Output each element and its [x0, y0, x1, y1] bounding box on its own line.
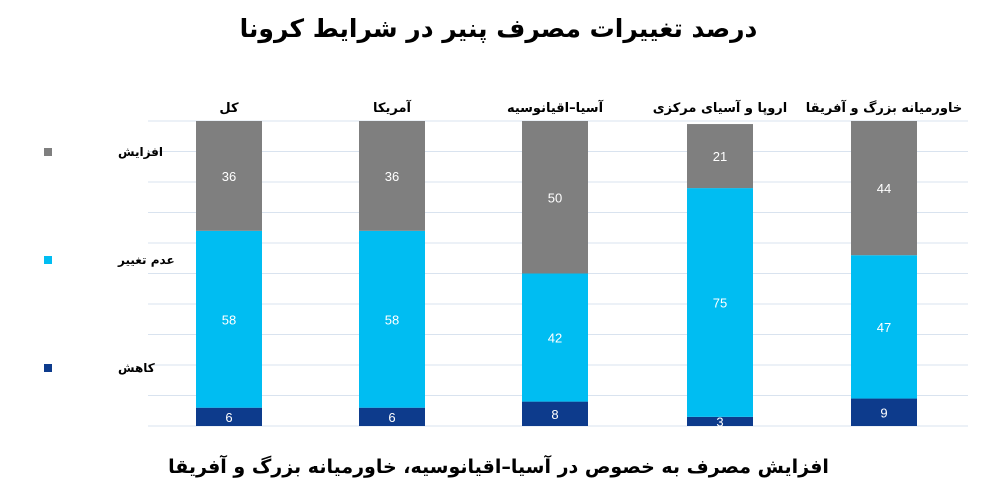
- category-labels: کل آمریکا آسیا–اقیانوسیه اروپا و آسیای مرکز…: [219, 99, 962, 116]
- bar-segment-no_change: [851, 255, 917, 399]
- data-label: 36: [385, 169, 399, 184]
- bar-segment-increase: [522, 121, 588, 274]
- legend-swatch-no_change: [44, 256, 52, 264]
- data-label: 75: [713, 295, 727, 310]
- data-label: 44: [877, 181, 891, 196]
- bar-segment-decrease: [522, 401, 588, 426]
- bars: [196, 121, 917, 426]
- bar-segment-decrease: [196, 407, 262, 426]
- data-label: 21: [713, 149, 727, 164]
- data-label: 58: [385, 312, 399, 327]
- category-label: کل: [219, 101, 239, 116]
- bar-segment-increase: [851, 121, 917, 256]
- bar-segment-decrease: [359, 407, 425, 426]
- bar-segment-increase: [687, 124, 753, 189]
- bar-segment-increase: [359, 121, 425, 231]
- legend-swatch-increase: [44, 148, 52, 156]
- category-label: اروپا و آسیای مرکزی: [653, 99, 787, 116]
- category-label: آسیا–اقیانوسیه: [507, 99, 604, 116]
- bar-segment-decrease: [687, 416, 753, 426]
- data-label: 47: [877, 320, 891, 335]
- bar-segment-increase: [196, 121, 262, 231]
- bar-segment-no_change: [522, 273, 588, 402]
- chart-title: درصد تغییرات مصرف پنیر در شرایط کرونا: [239, 14, 758, 43]
- category-label: آمریکا: [373, 99, 411, 116]
- legend-label-decrease: کاهش: [118, 361, 155, 375]
- data-label: 36: [222, 169, 236, 184]
- category-label: خاورمیانه بزرگ و آفریقا: [806, 99, 962, 116]
- data-labels: 6 58 36 6 58 36 8 42 50 3 75 21 9 47 44: [222, 149, 891, 429]
- chart-footnote: افزایش مصرف به خصوص در آسیا–اقیانوسیه، خ…: [168, 456, 829, 478]
- legend-label-no_change: عدم تغییر: [117, 253, 175, 268]
- legend: کاهش عدم تغییر افزایش: [44, 145, 175, 375]
- legend-label-increase: افزایش: [118, 145, 163, 159]
- data-label: 50: [548, 190, 562, 205]
- data-label: 9: [880, 405, 887, 420]
- bar-segment-decrease: [851, 398, 917, 426]
- data-label: 3: [716, 414, 723, 429]
- data-label: 58: [222, 312, 236, 327]
- bar-segment-no_change: [687, 188, 753, 417]
- bar-segment-no_change: [196, 230, 262, 408]
- bar-segment-no_change: [359, 230, 425, 408]
- data-label: 6: [388, 410, 395, 425]
- legend-swatch-decrease: [44, 364, 52, 372]
- data-label: 8: [551, 407, 558, 422]
- data-label: 6: [225, 410, 232, 425]
- data-label: 42: [548, 331, 562, 346]
